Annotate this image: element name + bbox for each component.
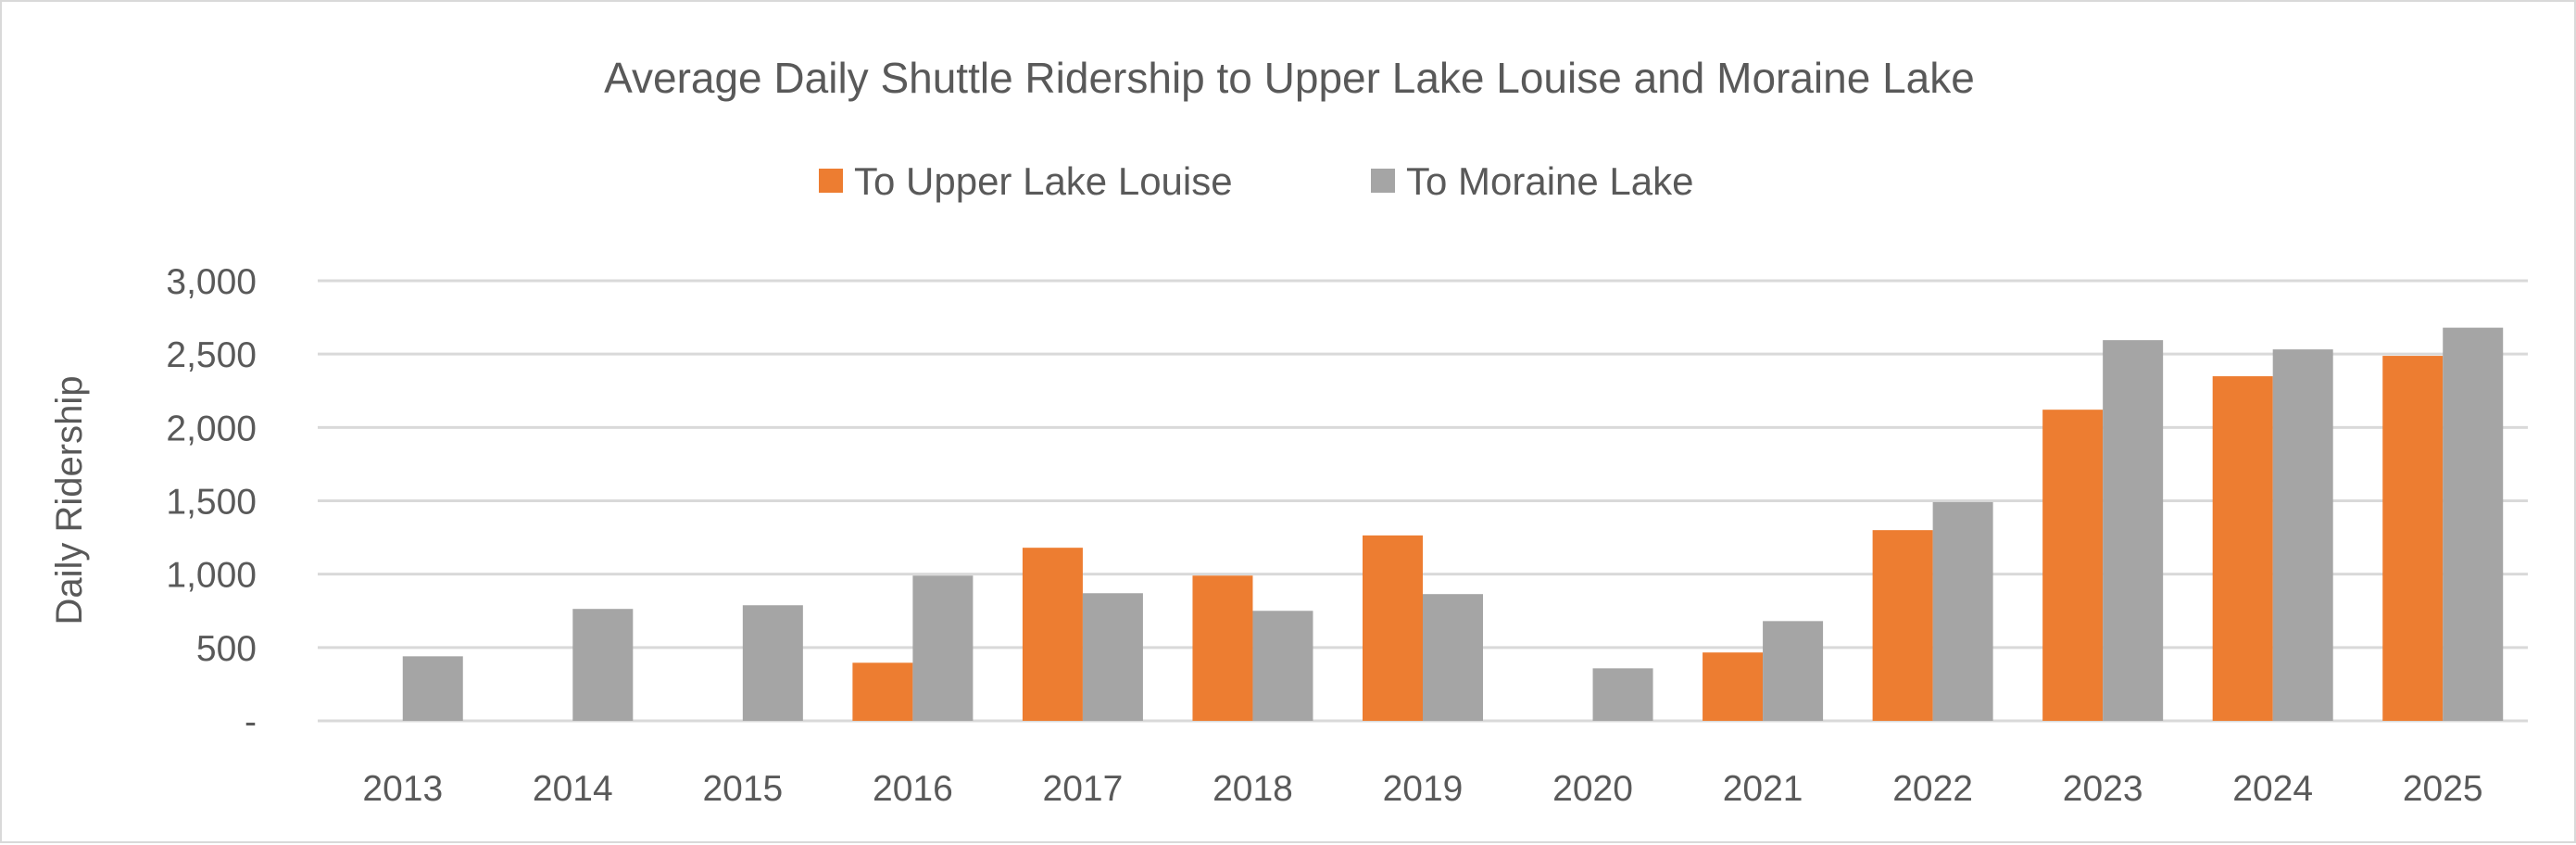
x-tick-label: 2014 [533, 769, 613, 809]
bar-moraine-lake-2020 [1592, 668, 1653, 721]
bars [402, 327, 2504, 721]
bar-moraine-lake-2017 [1082, 593, 1143, 721]
legend-label: To Upper Lake Louise [854, 159, 1233, 203]
bar-moraine-lake-2015 [742, 605, 803, 721]
bar-moraine-lake-2014 [572, 609, 634, 721]
x-tick-label: 2017 [1043, 769, 1124, 809]
bar-upper-lake-louise-2021 [1703, 652, 1764, 721]
bar-upper-lake-louise-2025 [2382, 356, 2444, 721]
bar-moraine-lake-2019 [1423, 594, 1483, 721]
bar-upper-lake-louise-2016 [852, 662, 913, 721]
y-axis-ticks: - 500 1,000 1,500 2,000 2,500 3,000 [166, 262, 257, 742]
x-tick-label: 2024 [2232, 769, 2313, 809]
bar-moraine-lake-2013 [402, 656, 463, 721]
y-axis-label: Daily Ridership [49, 376, 90, 625]
x-tick-label: 2020 [1552, 769, 1633, 809]
bar-upper-lake-louise-2022 [1872, 530, 1933, 721]
bar-moraine-lake-2024 [2272, 349, 2333, 721]
x-tick-label: 2013 [362, 769, 443, 809]
y-tick-label: - [245, 702, 257, 742]
bar-moraine-lake-2022 [1932, 501, 1993, 721]
x-tick-label: 2022 [1892, 769, 1973, 809]
x-tick-label: 2025 [2403, 769, 2483, 809]
y-tick-label: 2,500 [166, 335, 257, 375]
bar-moraine-lake-2025 [2443, 327, 2504, 721]
y-tick-label: 1,500 [166, 483, 257, 523]
x-tick-label: 2015 [702, 769, 783, 809]
bar-upper-lake-louise-2023 [2042, 410, 2104, 721]
x-tick-label: 2021 [1723, 769, 1803, 809]
bar-moraine-lake-2016 [912, 575, 974, 721]
y-tick-label: 3,000 [166, 262, 257, 302]
y-tick-label: 500 [196, 629, 257, 669]
x-tick-label: 2016 [873, 769, 953, 809]
y-tick-label: 1,000 [166, 556, 257, 596]
x-axis-ticks: 2013 2014 2015 2016 2017 2018 2019 2020 2021 2022… [362, 769, 2482, 809]
x-tick-label: 2019 [1383, 769, 1464, 809]
legend-swatch [1371, 169, 1395, 193]
legend-label: To Moraine Lake [1406, 159, 1694, 203]
y-tick-label: 2,000 [166, 409, 257, 448]
legend-swatch [819, 169, 843, 193]
bar-upper-lake-louise-2024 [2212, 376, 2273, 721]
bar-upper-lake-louise-2019 [1363, 535, 1423, 721]
bar-upper-lake-louise-2018 [1192, 575, 1253, 721]
x-tick-label: 2023 [2063, 769, 2143, 809]
x-tick-label: 2018 [1213, 769, 1293, 809]
bar-moraine-lake-2021 [1763, 621, 1824, 721]
bar-moraine-lake-2018 [1252, 611, 1313, 721]
chart-title: Average Daily Shuttle Ridership to Upper… [604, 54, 1975, 102]
legend: To Upper Lake Louise To Moraine Lake [819, 159, 1694, 203]
bar-upper-lake-louise-2017 [1022, 548, 1083, 721]
bar-moraine-lake-2023 [2103, 340, 2164, 721]
